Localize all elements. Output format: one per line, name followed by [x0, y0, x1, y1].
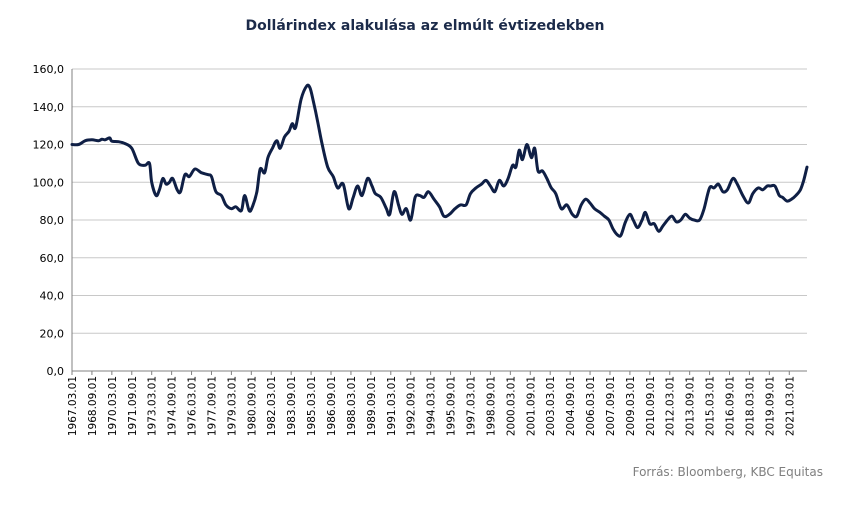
x-tick-label: 2016.09.01 [725, 376, 737, 436]
x-tick-label: 1998.09.01 [485, 376, 497, 436]
x-tick-label: 1970.03.01 [107, 376, 119, 436]
x-tick-label: 2000.03.01 [505, 376, 517, 436]
x-tick-label: 1994.03.01 [426, 376, 438, 436]
x-tick-label: 1997.03.01 [465, 376, 477, 436]
chart-title: Dollárindex alakulása az elmúlt évtizede… [245, 18, 605, 34]
x-tick-label: 1989.09.01 [366, 376, 378, 436]
x-tick-label: 1968.09.01 [87, 376, 99, 436]
series-line [70, 83, 809, 238]
x-tick-label: 2004.09.01 [565, 376, 577, 436]
x-tick-label: 1982.03.01 [266, 376, 278, 436]
x-tick-label: 1980.09.01 [246, 376, 258, 436]
y-tick-label: 20,0 [40, 327, 65, 340]
y-tick-label: 0,0 [47, 365, 65, 378]
x-tick-label: 2010.09.01 [645, 376, 657, 436]
y-tick-label: 100,0 [33, 176, 65, 189]
x-tick-label: 2015.03.01 [705, 376, 717, 436]
source-note: Forrás: Bloomberg, KBC Equitas [632, 465, 823, 479]
x-tick-label: 2012.03.01 [665, 376, 677, 436]
x-tick-label: 2009.03.01 [625, 376, 637, 436]
x-tick-label: 2018.03.01 [744, 376, 756, 436]
y-tick-label: 120,0 [33, 139, 65, 152]
x-tick-label: 2013.09.01 [685, 376, 697, 436]
x-tick-label: 1967.03.01 [67, 376, 79, 436]
x-tick-label: 1985.03.01 [306, 376, 318, 436]
x-tick-label: 1995.09.01 [446, 376, 458, 436]
x-tick-label: 1979.03.01 [226, 376, 238, 436]
y-tick-label: 40,0 [40, 290, 65, 303]
x-tick-label: 2021.03.01 [784, 376, 796, 436]
x-tick-label: 2001.09.01 [525, 376, 537, 436]
x-tick-label: 1977.09.01 [206, 376, 218, 436]
y-tick-label: 60,0 [40, 252, 65, 265]
series-layer [70, 83, 809, 238]
x-tick-label: 1991.03.01 [386, 376, 398, 436]
axes [71, 69, 807, 375]
x-tick-label: 2006.03.01 [585, 376, 597, 436]
y-tick-label: 160,0 [33, 63, 65, 76]
y-tick-label: 140,0 [33, 101, 65, 114]
x-tick-label: 2003.03.01 [545, 376, 557, 436]
x-tick-label: 1974.09.01 [167, 376, 179, 436]
y-tick-label: 80,0 [40, 214, 65, 227]
x-tick-label: 1973.03.01 [147, 376, 159, 436]
x-tick-label: 1986.09.01 [326, 376, 338, 436]
x-tick-label: 2007.09.01 [605, 376, 617, 436]
x-tick-label: 1971.09.01 [127, 376, 139, 436]
x-tick-label: 1988.03.01 [346, 376, 358, 436]
x-tick-label: 1983.09.01 [286, 376, 298, 436]
gridlines [72, 68, 807, 334]
x-tick-label: 2019.09.01 [764, 376, 776, 436]
x-tick-label: 1992.09.01 [406, 376, 418, 436]
x-tick-labels: 1967.03.01 1968.09.01 1970.03.01 1971.09.01… [67, 376, 796, 436]
x-tick-label: 1976.03.01 [187, 376, 199, 436]
y-tick-labels: 0,0 20,0 40,0 60,0 80,0 100,0 120,0 140,0 160,0 [33, 63, 65, 378]
